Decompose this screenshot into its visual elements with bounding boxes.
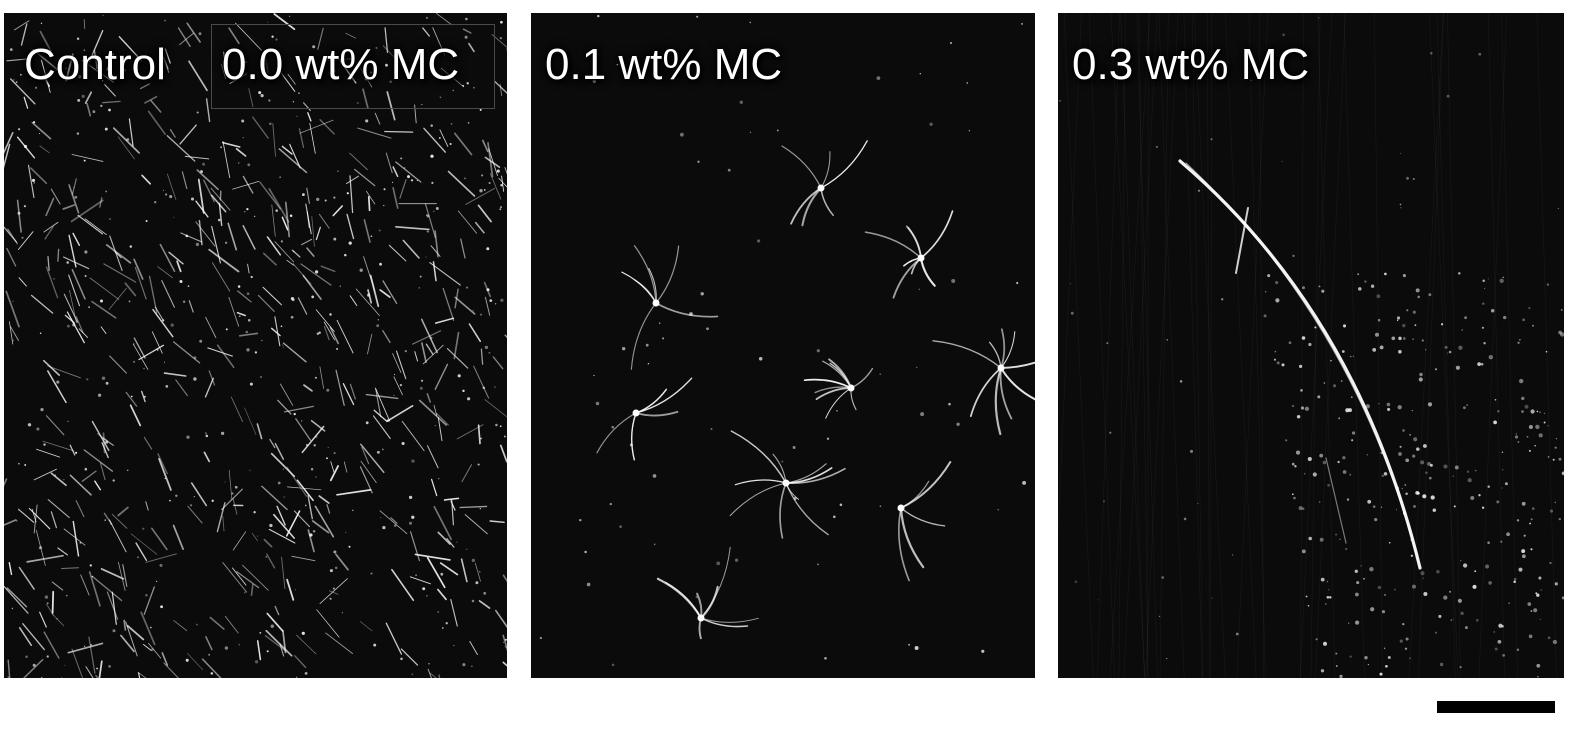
panel-label-0-3-mc: 0.3 wt% MC: [1072, 40, 1310, 89]
micrograph-control: [4, 13, 507, 678]
micrograph-0-3-mc: [1058, 13, 1564, 678]
scale-bar: [1437, 701, 1555, 713]
panel-control: Control 0.0 wt% MC: [4, 13, 507, 678]
micrograph-0-1-mc: [539, 14, 1035, 667]
panel-label-concentration: 0.0 wt% MC: [222, 40, 460, 89]
panel-0-3-mc: 0.3 wt% MC: [1058, 13, 1564, 678]
panel-label-0-1-mc: 0.1 wt% MC: [545, 40, 783, 89]
panel-label-control: Control: [24, 40, 166, 89]
panel-0-1-mc: 0.1 wt% MC: [531, 13, 1035, 678]
label-frame: [211, 24, 495, 109]
